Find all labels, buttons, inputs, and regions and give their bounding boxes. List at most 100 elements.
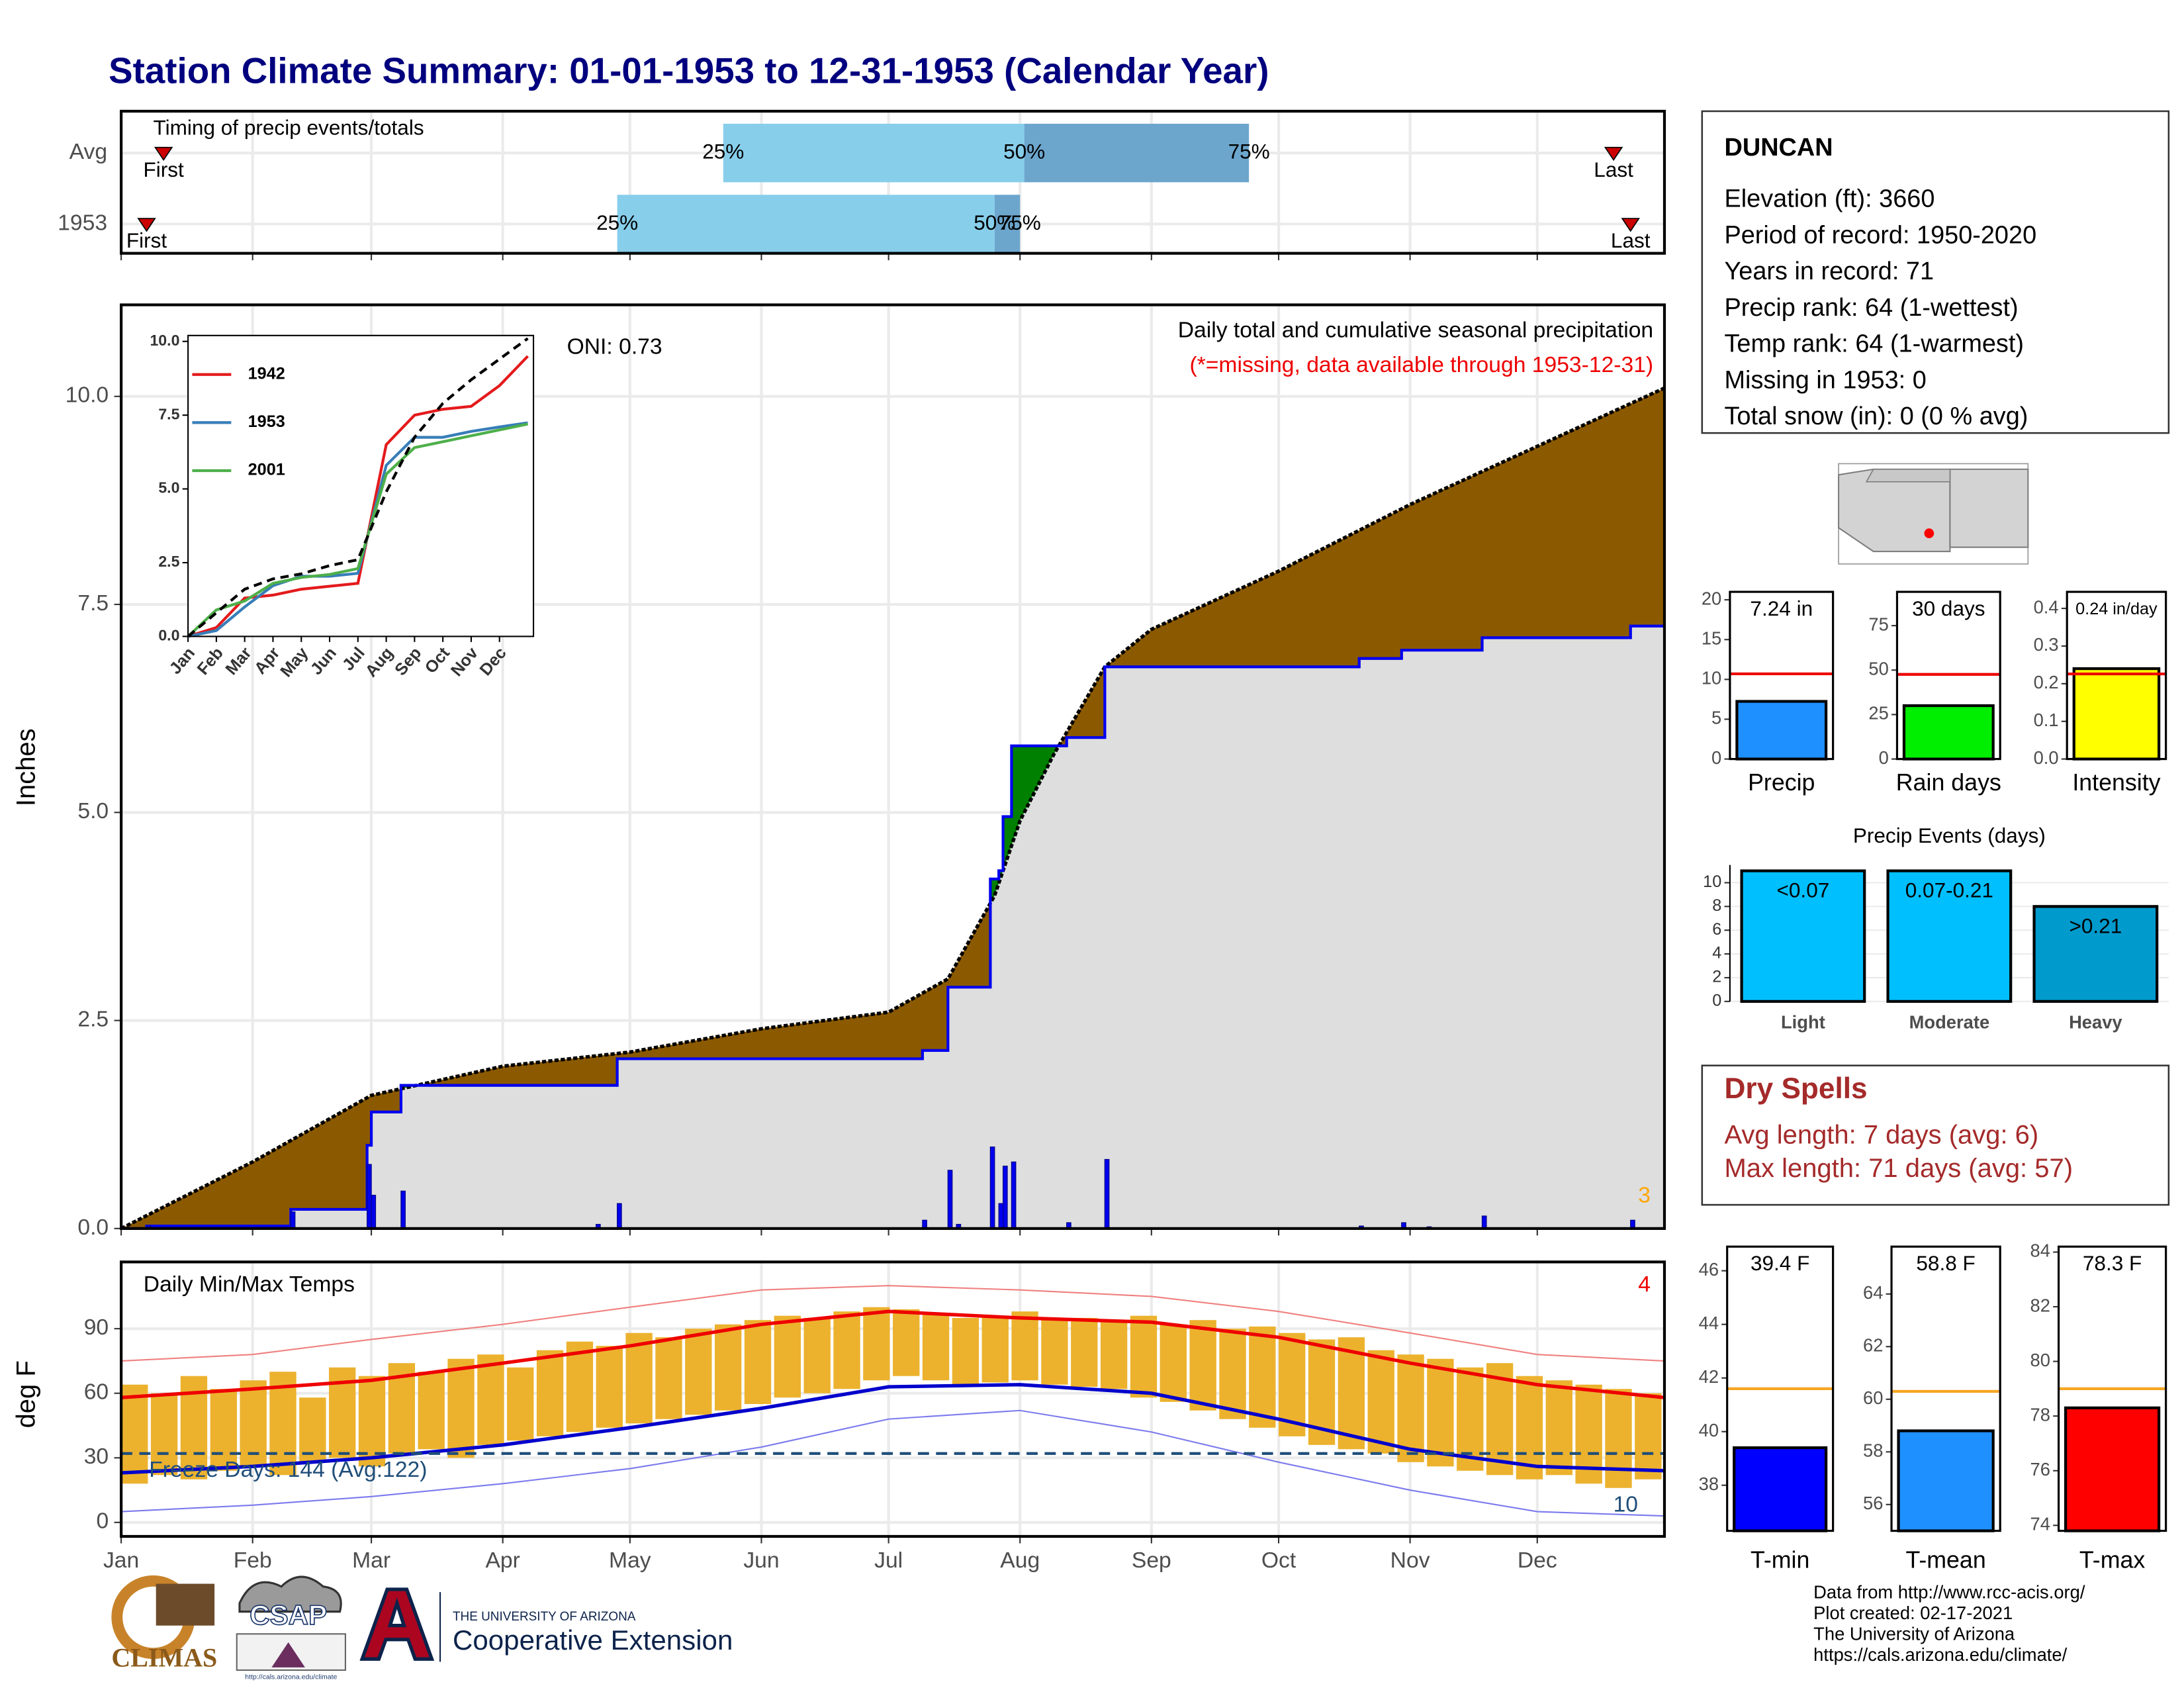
y-tick-label: 0 (96, 1509, 109, 1534)
temp-range-bar (714, 1324, 742, 1411)
event-bar (1740, 869, 1866, 1003)
csap-logo (271, 1642, 305, 1667)
y-tick-label: 5 (1711, 708, 1721, 728)
logo-text: Cooperative Extension (453, 1624, 733, 1656)
y-tick-label: 8 (1712, 896, 1721, 915)
x-tick-label: Apr (485, 1548, 520, 1573)
annotation: Daily total and cumulative seasonal prec… (1178, 318, 1653, 342)
x-tick-label: Heavy (2069, 1012, 2122, 1033)
temp-range-bar (981, 1315, 1009, 1383)
y-tick-label: 6 (1712, 920, 1721, 939)
panel-frame (119, 109, 1666, 255)
temp-range-bar (1100, 1322, 1128, 1389)
category-label: Precip (1748, 769, 1815, 796)
x-tick-label: Jul (874, 1548, 903, 1573)
y-tick-label: 46 (1699, 1259, 1719, 1280)
daily-precip-bar (1011, 1161, 1017, 1229)
locator-map (1838, 463, 2029, 565)
temp-range-bar (121, 1384, 148, 1484)
annotation: 10 (1614, 1493, 1638, 1517)
x-tick-label: May (609, 1548, 651, 1573)
temp-range-bar (685, 1329, 712, 1415)
panel-frame (2066, 590, 2167, 761)
logo-text: CLIMAS (111, 1642, 217, 1672)
temp-range-bar (1397, 1354, 1424, 1462)
x-tick-label: Mar (352, 1548, 390, 1573)
timing-bar-lower (617, 195, 995, 254)
y-tick-label: 42 (1699, 1366, 1719, 1387)
summary-bar (1735, 700, 1828, 761)
annotation: ONI: 0.73 (567, 335, 662, 359)
map-station (1924, 528, 1934, 539)
station-info: Total snow (in): 0 (0 % avg) (1724, 402, 2028, 430)
inset-line (187, 422, 528, 637)
event-label: First (126, 228, 167, 252)
summary-bar (1733, 1446, 1828, 1532)
category-label: Intensity (2072, 769, 2160, 796)
value-label: 0.07-0.21 (1905, 878, 1993, 902)
station-info: Years in record: 71 (1724, 258, 1934, 285)
x-tick-label: Sep (1132, 1548, 1171, 1573)
y-tick-label: 5.0 (77, 799, 109, 823)
event-marker (137, 218, 156, 232)
y-tick-label: 0.4 (2034, 596, 2059, 617)
x-tick-label: Jun (743, 1548, 779, 1573)
timing-bar-upper (1024, 123, 1250, 183)
panel-frame (1726, 1245, 1835, 1532)
temp-range-bar (1427, 1358, 1454, 1467)
y-tick-label: 15 (1702, 628, 1721, 648)
temp-range-bar (655, 1337, 682, 1419)
summary-bar (1902, 704, 1995, 761)
legend-label: 1953 (248, 412, 285, 431)
dry-spells-line: Avg length: 7 days (avg: 6) (1724, 1121, 2038, 1150)
temp-range-bar (150, 1393, 178, 1476)
timing-bar-upper (994, 195, 1021, 254)
station-info: Temp rank: 64 (1-warmest) (1724, 330, 2024, 358)
y-tick-label: 25 (1868, 703, 1888, 724)
avg-cumulative-line (120, 386, 1666, 1231)
value-label: 7.24 in (1750, 596, 1813, 620)
station-info: Precip rank: 64 (1-wettest) (1724, 294, 2018, 322)
annotation: 3 (1638, 1183, 1651, 1207)
category-label: T-min (1751, 1546, 1809, 1573)
y-tick-label: 0.3 (2034, 634, 2059, 655)
record-low-line (121, 1409, 1665, 1517)
temp-range-bar (833, 1311, 860, 1389)
daily-precip-bar (989, 1147, 995, 1229)
map-neighbor (1949, 468, 2029, 548)
y-tick-label: 0 (1879, 747, 1889, 768)
temp-range-bar (1249, 1326, 1276, 1428)
event-marker (1621, 218, 1640, 232)
temp-range-bar (1071, 1317, 1098, 1387)
percentile-label: 25% (596, 211, 638, 234)
y-tick-label: 0 (1712, 991, 1721, 1009)
temp-range-bar (1219, 1329, 1246, 1419)
credit-line: Plot created: 02-17-2021 (1813, 1603, 2013, 1623)
y-tick-label: 2.5 (77, 1007, 109, 1031)
cumulative-common-area (121, 626, 1664, 1229)
category-label: T-mean (1905, 1546, 1985, 1573)
y-tick-label: 0.0 (158, 627, 179, 644)
y-tick-label: 56 (1863, 1493, 1883, 1513)
dry-spells-title: Dry Spells (1724, 1072, 1867, 1105)
summary-bar (1897, 1429, 1995, 1532)
y-tick-label: 40 (1699, 1420, 1719, 1440)
temp-range-bar (1011, 1311, 1038, 1381)
temp-range-bar (477, 1354, 504, 1445)
x-tick-label: Feb (234, 1548, 272, 1573)
y-tick-label: 0.0 (2034, 747, 2059, 768)
y-tick-label: 0.1 (2034, 710, 2059, 730)
info-box (1701, 110, 2170, 434)
temp-range-bar (358, 1376, 386, 1467)
credit-line: https://cals.arizona.edu/climate/ (1813, 1644, 2067, 1665)
y-axis-label: Inches (12, 728, 41, 806)
temp-range-bar (1635, 1393, 1662, 1479)
y-tick-label: 10.0 (150, 332, 179, 349)
y-tick-label: 2.5 (158, 553, 179, 570)
y-tick-label: 60 (1863, 1387, 1883, 1408)
y-tick-label: 7.5 (158, 405, 179, 422)
daily-precip-bar (400, 1190, 406, 1229)
timing-bar-lower (723, 123, 1024, 183)
event-label: Last (1594, 158, 1633, 181)
